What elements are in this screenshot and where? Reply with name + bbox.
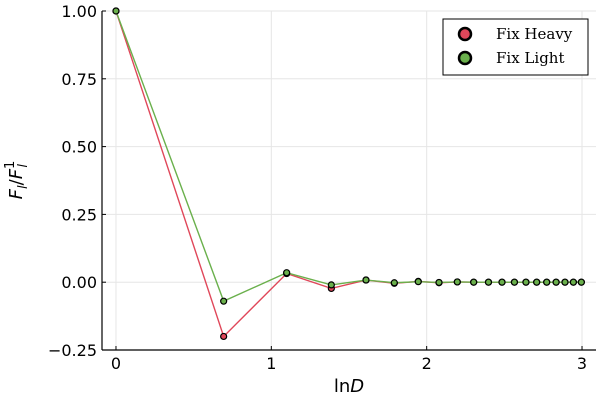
data-point-fix-light	[561, 278, 569, 286]
y-tick-label: 0.25	[61, 205, 97, 224]
data-point-fix-light	[522, 278, 530, 286]
y-tick-label: 0.50	[61, 138, 97, 157]
data-point-fix-light	[453, 278, 461, 286]
data-point-fix-light	[543, 278, 551, 286]
data-point-fix-light	[283, 269, 291, 277]
data-point-fix-light	[470, 278, 478, 286]
data-point-fix-light	[327, 281, 335, 289]
x-tick-label: 3	[577, 354, 587, 373]
data-point-fix-light	[498, 278, 506, 286]
y-tick-label: −0.25	[48, 341, 97, 360]
data-point-fix-light	[390, 279, 398, 287]
data-point-fix-heavy	[220, 332, 228, 341]
legend-label-fix-light: Fix Light	[496, 49, 564, 67]
data-point-fix-light	[484, 278, 493, 286]
data-point-fix-light	[414, 278, 422, 286]
axes	[101, 10, 596, 351]
tick-labels: 0 1 2 3 −0.25 0.00 0.25 0.50 0.75 1.00	[48, 2, 587, 373]
y-tick-label: 0.75	[61, 70, 97, 89]
legend-marker-fix-heavy	[457, 26, 473, 42]
data-point-fix-light	[435, 278, 443, 287]
data-point-fix-light	[569, 278, 577, 286]
x-tick-label: 0	[111, 354, 121, 373]
series-points	[112, 7, 585, 341]
x-tick-label: 2	[422, 354, 432, 373]
data-point-fix-light	[112, 7, 120, 15]
data-point-fix-light	[533, 278, 541, 286]
legend-box	[442, 18, 589, 76]
x-axis-label: lnD	[334, 376, 364, 397]
legend-marker-fix-light	[457, 50, 473, 66]
y-tick-label: 1.00	[61, 2, 97, 21]
data-point-fix-light	[220, 297, 228, 305]
y-axis-label: Fl/F1l	[3, 161, 31, 200]
data-point-fix-light	[577, 278, 585, 286]
data-point-fix-light	[362, 276, 370, 284]
y-tick-label: 0.00	[61, 273, 97, 292]
data-point-fix-light	[510, 278, 519, 286]
data-point-fix-light	[552, 278, 560, 286]
legend: Fix Heavy Fix Light	[442, 18, 589, 76]
legend-label-fix-heavy: Fix Heavy	[496, 25, 573, 43]
x-tick-label: 1	[266, 354, 276, 373]
